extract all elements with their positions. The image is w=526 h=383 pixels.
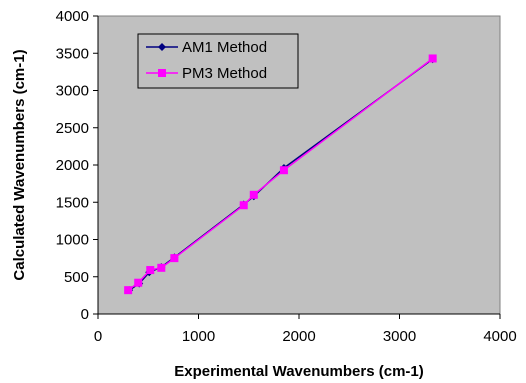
y-tick-label: 2000: [56, 157, 89, 174]
y-tick-label: 1500: [56, 194, 89, 211]
y-axis: 0 500 1000 1500 2000 2500 3000 3500 4000: [56, 8, 99, 323]
data-point: [170, 254, 179, 263]
series-layer: [124, 54, 437, 295]
y-tick-label: 3000: [56, 83, 89, 100]
legend-label-pm3: PM3 Method: [182, 65, 267, 82]
y-tick-label: 4000: [56, 8, 89, 25]
x-tick-label: 4000: [483, 328, 516, 345]
data-point: [157, 263, 166, 272]
legend-box: [137, 33, 299, 89]
legend: AM1 Method PM3 Method: [137, 33, 299, 89]
data-point: [239, 201, 248, 210]
y-tick-label: 2500: [56, 120, 89, 137]
x-tick-label: 1000: [182, 328, 215, 345]
y-tick-label: 0: [81, 306, 89, 323]
y-tick-label: 3500: [56, 45, 89, 62]
data-point: [249, 190, 258, 199]
legend-label-am1: AM1 Method: [182, 39, 267, 56]
x-axis-title: Experimental Wavenumbers (cm-1): [174, 363, 424, 380]
y-axis-title: Calculated Wavenumbers (cm-1): [11, 49, 28, 280]
data-point: [146, 266, 155, 275]
y-tick-label: 1000: [56, 232, 89, 249]
legend-marker-am1: [158, 43, 166, 51]
x-tick-label: 2000: [282, 328, 315, 345]
data-point: [134, 278, 143, 287]
x-axis: 0 1000 2000 3000 4000: [94, 313, 517, 345]
y-tick-label: 500: [64, 269, 89, 286]
series-1: [124, 54, 437, 295]
data-point: [124, 286, 133, 295]
data-point: [279, 166, 288, 175]
data-point: [428, 54, 437, 63]
x-tick-label: 3000: [383, 328, 416, 345]
legend-marker-pm3: [158, 69, 166, 77]
x-tick-label: 0: [94, 328, 102, 345]
